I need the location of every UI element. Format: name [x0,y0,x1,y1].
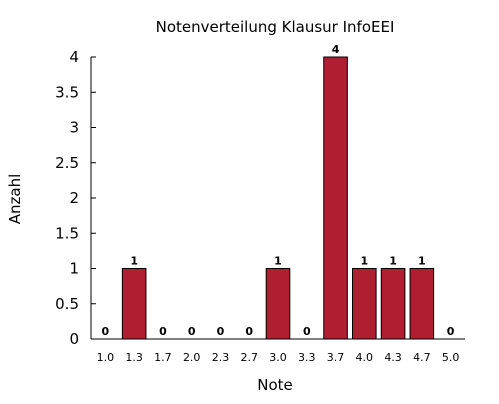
x-tick-label: 1.3 [125,351,143,364]
data-label: 0 [102,325,110,338]
bar [121,268,147,340]
data-label: 1 [130,255,138,268]
x-axis-label: Note [257,376,293,394]
y-tick-label: 1 [69,260,79,278]
x-tick-label: 2.7 [240,351,258,364]
y-tick-label: 2.5 [55,154,79,172]
x-tick-label: 2.3 [212,351,230,364]
x-tick-label: 4.0 [356,351,374,364]
bar [409,268,435,340]
x-tick-label: 3.0 [269,351,287,364]
x-tick-label: 1.7 [154,351,172,364]
y-tick-label: 0.5 [55,295,79,313]
data-label: 0 [217,325,225,338]
x-tick-label: 2.0 [183,351,201,364]
data-label: 4 [332,43,340,56]
x-tick-label: 5.0 [442,351,460,364]
x-tick-label: 3.7 [327,351,345,364]
x-tick-label: 1.0 [97,351,115,364]
bar [265,268,291,340]
y-tick-label: 1.5 [55,224,79,242]
data-label: 1 [418,255,426,268]
chart-title: Notenverteilung Klausur InfoEEI [156,18,395,36]
y-tick-label: 2 [69,189,79,207]
y-axis-label: Anzahl [6,174,24,225]
data-label: 1 [389,255,397,268]
x-tick-label: 4.7 [413,351,431,364]
y-tick-label: 3.5 [55,83,79,101]
y-tick-label: 4 [69,48,79,66]
bar [323,56,348,340]
data-label: 0 [447,325,455,338]
data-label: 1 [274,255,282,268]
plot-area: 0 0.5 1 1.5 2 2.5 3 3.5 4 0 1.0 1 1.3 0 1.7 0 2.0 0 2.3 0 2.… [55,43,465,364]
data-label: 0 [303,325,311,338]
y-tick-label: 3 [69,119,79,137]
data-label: 0 [159,325,167,338]
x-tick-label: 3.3 [298,351,316,364]
x-tick-label: 4.3 [384,351,402,364]
data-label: 1 [360,255,368,268]
bar [380,268,406,340]
y-tick-label: 0 [69,330,79,348]
bar [352,268,377,340]
data-label: 0 [188,325,196,338]
data-label: 0 [245,325,253,338]
